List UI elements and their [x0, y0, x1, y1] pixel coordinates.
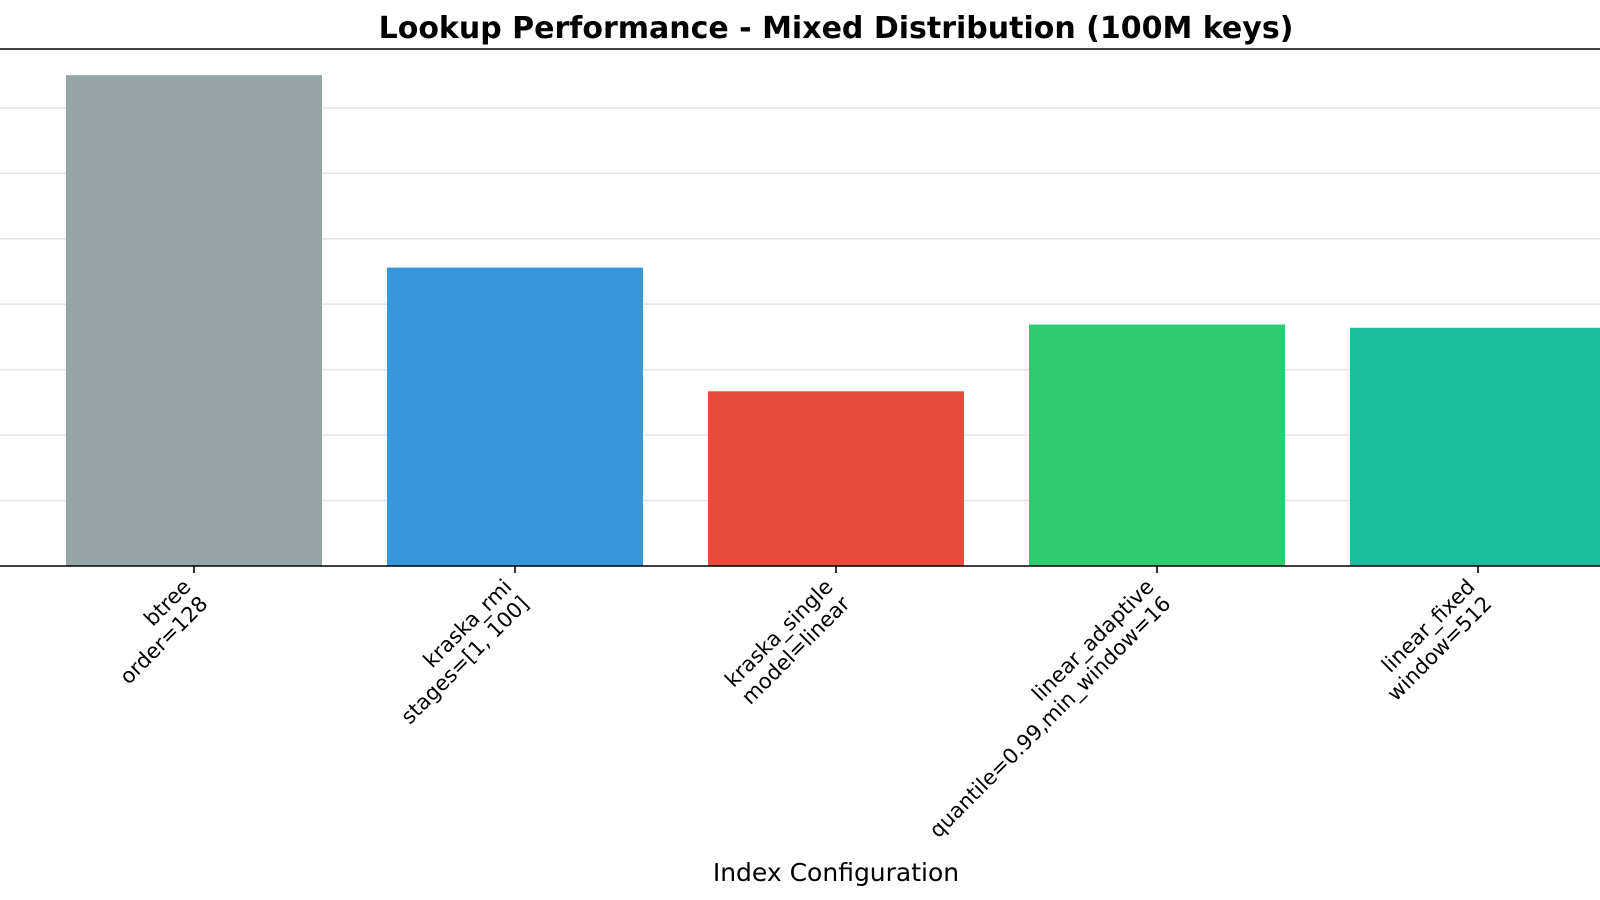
x-axis-label: Index Configuration — [713, 858, 959, 887]
x-tick-label: linear_adaptivequantile=0.99,min_window=… — [908, 575, 1177, 844]
x-tick-label-params: quantile=0.99,min_window=16 — [925, 592, 1177, 844]
bar-btree — [66, 75, 322, 566]
x-tick-label: linear_fixedwindow=512 — [1365, 575, 1496, 706]
x-tick-label: kraska_rmistages=[1, 100] — [379, 575, 533, 729]
chart-title: Lookup Performance - Mixed Distribution … — [379, 11, 1294, 46]
x-tick-label: btreeorder=128 — [98, 575, 212, 689]
bars — [66, 75, 1600, 566]
bar-linear-adaptive — [1029, 324, 1285, 566]
x-ticks: btreeorder=128 kraska_rmistages=[1, 100] k… — [98, 566, 1497, 844]
bar-kraska-rmi — [387, 267, 643, 566]
x-tick-label: kraska_singlemodel=linear — [720, 574, 855, 709]
bar-kraska-single — [708, 391, 964, 566]
bar-linear-fixed — [1350, 327, 1600, 566]
